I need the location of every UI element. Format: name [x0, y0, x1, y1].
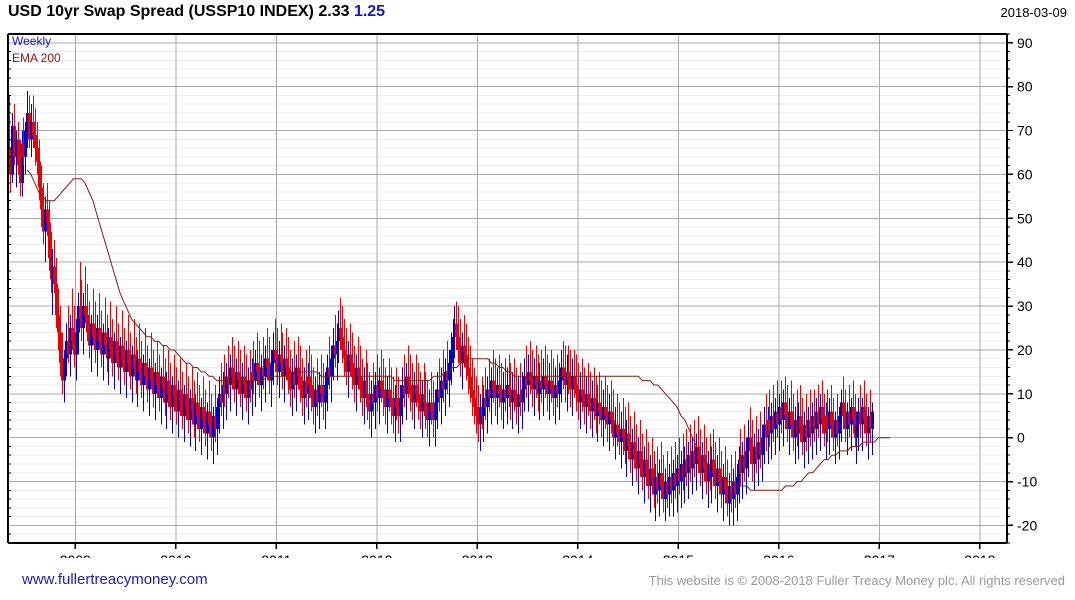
ohlc-bars	[7, 60, 874, 526]
y-axis-tick-label: -20	[1017, 517, 1037, 533]
price-chart[interactable]: -20 -10 0 10 20 30 40 50 60 70 80 90 2009 2010 2011 201…	[0, 28, 1075, 558]
chart-area: -20 -10 0 10 20 30 40 50 60 70 80 90 2009 2010 2011 201…	[0, 28, 1075, 558]
change-value: 1.25	[353, 3, 386, 20]
y-axis-tick-label: 60	[1017, 166, 1033, 182]
x-axis-tick-label: 2010	[160, 552, 191, 558]
x-axis-tick-label: 2014	[562, 552, 593, 558]
y-axis-tick-label: 70	[1017, 123, 1033, 139]
y-axis-tick-label: 0	[1017, 430, 1025, 446]
gridlines	[8, 33, 1007, 544]
y-axis-tick-label: -10	[1017, 474, 1037, 490]
x-axis-tick-label: 2016	[763, 552, 794, 558]
copyright-notice: This website is © 2008-2018 Fuller Treac…	[648, 573, 1065, 588]
instrument-name: USD 10yr Swap Spread (USSP10 INDEX)	[8, 3, 314, 20]
y-axis-tick-label: 80	[1017, 79, 1033, 95]
x-axis-tick-label: 2012	[361, 552, 392, 558]
y-axis-tick-label: 40	[1017, 254, 1033, 270]
chart-header: USD 10yr Swap Spread (USSP10 INDEX) 2.33…	[0, 0, 1075, 28]
y-axis-tick-label: 90	[1017, 35, 1033, 51]
y-axis-tick-label: 10	[1017, 386, 1033, 402]
ema-overlay	[26, 169, 890, 491]
x-axis-tick-label: 2011	[261, 552, 291, 558]
x-axis-tick-label: 2013	[462, 552, 493, 558]
last-value: 2.33	[318, 3, 350, 20]
x-axis-tick-label: 2009	[60, 552, 91, 558]
y-axis-tick-label: 20	[1017, 342, 1033, 358]
x-axis-tick-label: 2018	[964, 552, 995, 558]
x-axis-tick-label: 2015	[663, 552, 694, 558]
y-axis-tick-label: 30	[1017, 298, 1033, 314]
chart-footer: www.fullertreacymoney.com This website i…	[0, 566, 1075, 600]
page-title: USD 10yr Swap Spread (USSP10 INDEX) 2.33…	[8, 3, 385, 21]
as-of-date: 2018-03-09	[1000, 5, 1068, 20]
axes	[7, 33, 1013, 549]
site-url-link[interactable]: www.fullertreacymoney.com	[22, 571, 208, 588]
axis-labels: -20 -10 0 10 20 30 40 50 60 70 80 90 2009 2010 2011 201…	[60, 35, 1038, 558]
y-axis-tick-label: 50	[1017, 210, 1033, 226]
x-axis-tick-label: 2017	[864, 552, 895, 558]
